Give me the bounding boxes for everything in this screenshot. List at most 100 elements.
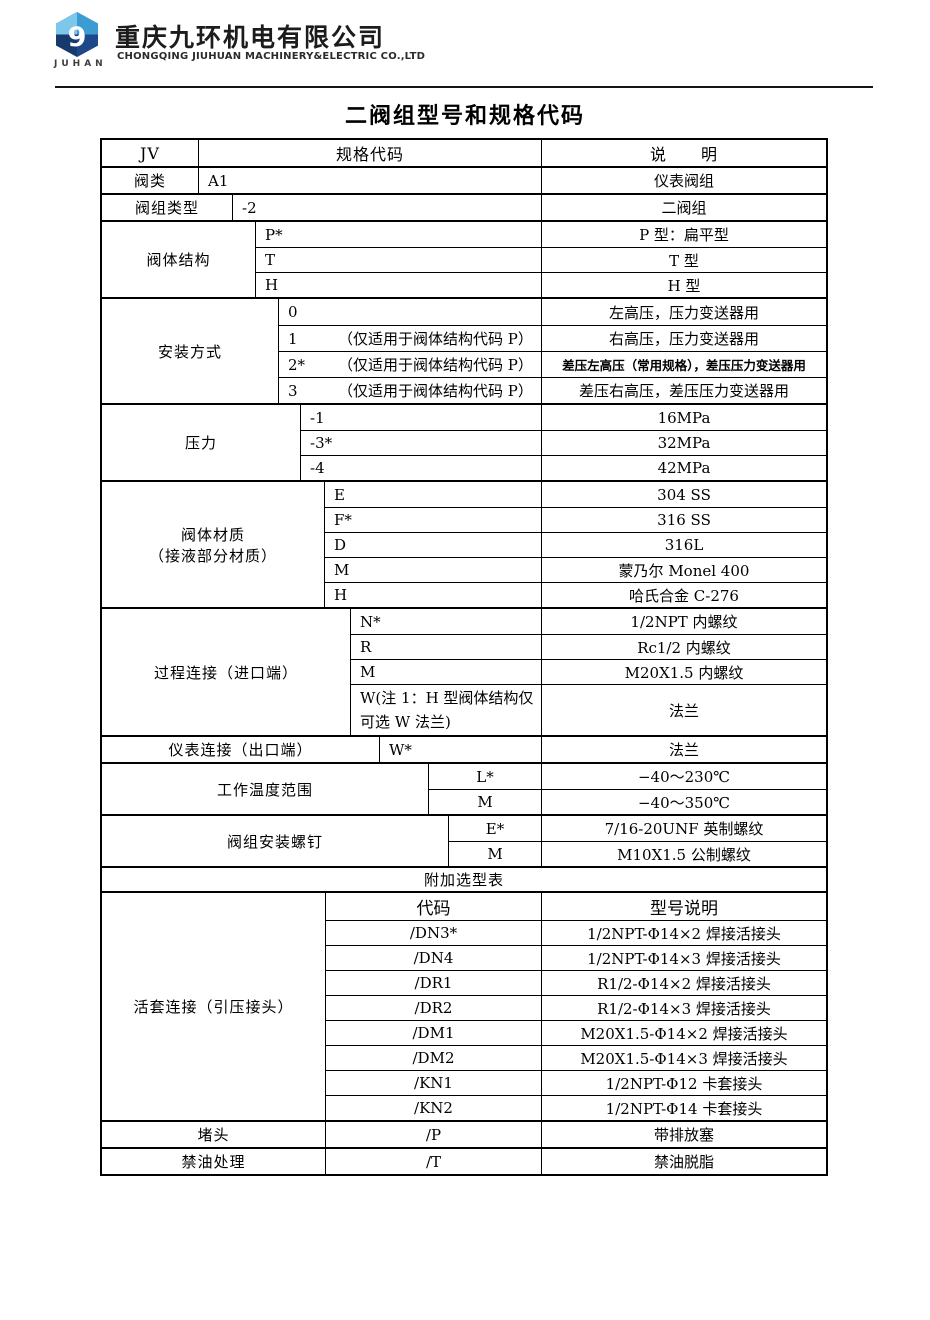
group-pressure: 压力 -1 16MPa -3* 32MPa -4 42MPa — [102, 403, 826, 480]
group-label: 禁油处理 — [102, 1149, 326, 1174]
code-cell: M — [360, 663, 376, 681]
group-label: 压力 — [102, 405, 301, 480]
table-row: P* P 型：扁平型 — [256, 222, 826, 247]
code-cell: 3 （仅适用于阀体结构代码 P） — [288, 381, 533, 401]
table-row: 1 （仅适用于阀体结构代码 P） 右高压，压力变送器用 — [279, 325, 826, 351]
table-row: W(注 1：H 型阀体结构仅可选 W 法兰) 法兰 — [351, 684, 826, 735]
code-cell: E — [334, 485, 345, 504]
desc-cell: 1/2NPT-Φ14×2 焊接活接头 — [541, 921, 826, 945]
code-cell: /DM2 — [412, 1049, 455, 1067]
desc-cell: 差压左高压（常用规格），差压压力变送器用 — [541, 352, 826, 377]
table-row: E* 7/16-20UNF 英制螺纹 — [449, 816, 826, 841]
table-row: /KN1 1/2NPT-Φ12 卡套接头 — [326, 1070, 826, 1095]
code-note: （仅适用于阀体结构代码 P） — [338, 382, 533, 400]
desc-cell: 316L — [541, 533, 826, 557]
desc-cell: 二阀组 — [541, 195, 826, 220]
table-row: -4 42MPa — [301, 455, 826, 480]
company-name-cn: 重庆九环机电有限公司 — [115, 23, 386, 52]
desc-cell: M20X1.5-Φ14×3 焊接活接头 — [541, 1046, 826, 1070]
group-label: 阀类 — [102, 168, 199, 193]
desc-cell: 蒙乃尔 Monel 400 — [541, 558, 826, 582]
group-plug: 堵头 /P 带排放塞 — [102, 1120, 826, 1147]
table-row: M M10X1.5 公制螺纹 — [449, 841, 826, 866]
group-label: 过程连接（进口端） — [102, 609, 351, 735]
desc-cell: T 型 — [541, 248, 826, 272]
code-cell: N* — [360, 612, 381, 631]
juhan-hexagon-icon: 9 — [56, 12, 98, 57]
desc-cell: 304 SS — [541, 482, 826, 507]
table-row: /DM2 M20X1.5-Φ14×3 焊接活接头 — [326, 1045, 826, 1070]
table-row: 代码 型号说明 — [326, 893, 826, 920]
desc-cell: 42MPa — [541, 456, 826, 480]
code-cell: R — [360, 638, 372, 656]
code-cell: /DR1 — [414, 974, 453, 992]
desc-cell: H 型 — [541, 273, 826, 297]
table-row: A1 仪表阀组 — [199, 168, 826, 193]
group-label: 阀体结构 — [102, 222, 256, 297]
spec-table: JV 规格代码 说 明 阀类 A1 仪表阀组 阀组类型 — [100, 138, 828, 1176]
desc-cell: 1/2NPT-Φ12 卡套接头 — [541, 1071, 826, 1095]
code-cell: E* — [485, 819, 505, 838]
table-row: T T 型 — [256, 247, 826, 272]
desc-cell: −40～230℃ — [541, 764, 826, 789]
code-cell: -2 — [242, 198, 257, 217]
table-row: R Rc1/2 内螺纹 — [351, 634, 826, 659]
table-row: -1 16MPa — [301, 405, 826, 430]
svg-text:9: 9 — [68, 22, 87, 53]
code-note: （仅适用于阀体结构代码 P） — [338, 356, 533, 374]
table-row: /DN3* 1/2NPT-Φ14×2 焊接活接头 — [326, 920, 826, 945]
company-logo: 9 JUHAN — [50, 11, 104, 69]
group-oil-free-treatment: 禁油处理 /T 禁油脱脂 — [102, 1147, 826, 1174]
desc-cell: 右高压，压力变送器用 — [541, 326, 826, 351]
group-label: 阀体材质 （接液部分材质） — [102, 482, 325, 607]
desc-cell: 禁油脱脂 — [541, 1149, 826, 1174]
code-cell: F* — [334, 511, 352, 529]
table-row: /T 禁油脱脂 — [326, 1149, 826, 1174]
table-row: H 哈氏合金 C-276 — [325, 582, 826, 607]
code-cell: H — [334, 586, 348, 604]
code-header-cell: 代码 — [416, 899, 451, 919]
group-manifold-type: 阀组类型 -2 二阀组 — [102, 193, 826, 220]
table-row: 2* （仅适用于阀体结构代码 P） 差压左高压（常用规格），差压压力变送器用 — [279, 351, 826, 377]
group-mounting-style: 安装方式 0 左高压，压力变送器用 1 （仅适用于阀体结构代码 P） 右高压，压力… — [102, 297, 826, 403]
desc-cell: 差压右高压，差压压力变送器用 — [541, 378, 826, 403]
desc-cell: 316 SS — [541, 508, 826, 532]
desc-cell: 1/2NPT-Φ14 卡套接头 — [541, 1096, 826, 1120]
code-cell: -4 — [310, 459, 325, 477]
logo-wordmark: JUHAN — [54, 59, 107, 69]
code-cell: 1 （仅适用于阀体结构代码 P） — [288, 329, 533, 349]
code-cell: P* — [265, 225, 283, 244]
code-cell: 0 — [288, 303, 298, 321]
table-header-row: JV 规格代码 说 明 — [102, 140, 826, 166]
table-row: N* 1/2NPT 内螺纹 — [351, 609, 826, 634]
desc-cell: 法兰 — [541, 685, 826, 735]
group-label: 安装方式 — [102, 299, 279, 403]
table-row: M 蒙乃尔 Monel 400 — [325, 557, 826, 582]
code-note: （仅适用于阀体结构代码 P） — [338, 330, 533, 348]
code-cell: -3* — [310, 434, 333, 452]
desc-cell: 16MPa — [541, 405, 826, 430]
header-jv-cell: JV — [102, 140, 199, 166]
table-row: /P 带排放塞 — [326, 1122, 826, 1147]
code-cell: D — [334, 536, 347, 554]
desc-cell: M20X1.5-Φ14×2 焊接活接头 — [541, 1021, 826, 1045]
table-row: /DR2 R1/2-Φ14×3 焊接活接头 — [326, 995, 826, 1020]
desc-cell: R1/2-Φ14×2 焊接活接头 — [541, 971, 826, 995]
group-process-connection: 过程连接（进口端） N* 1/2NPT 内螺纹 R Rc1/2 内螺纹 M M2… — [102, 607, 826, 735]
company-name-en: CHONGQING JIUHUAN MACHINERY&ELECTRIC CO.… — [117, 51, 426, 62]
code-cell: /KN2 — [414, 1099, 453, 1117]
code-cell: 2* （仅适用于阀体结构代码 P） — [288, 355, 533, 375]
code-cell: M — [334, 561, 350, 579]
group-label: 工作温度范围 — [102, 764, 429, 814]
code-cell: /P — [425, 1125, 442, 1144]
group-swivel-connection: 活套连接（引压接头） 代码 型号说明 /DN3* 1/2NPT-Φ14×2 焊接… — [102, 891, 826, 1120]
additional-options-band: 附加选型表 — [102, 866, 826, 891]
group-label: 阀组安装螺钉 — [102, 816, 449, 866]
table-row: /DR1 R1/2-Φ14×2 焊接活接头 — [326, 970, 826, 995]
desc-cell: P 型：扁平型 — [541, 222, 826, 247]
group-operating-temperature: 工作温度范围 L* −40～230℃ M −40～350℃ — [102, 762, 826, 814]
group-mounting-screw: 阀组安装螺钉 E* 7/16-20UNF 英制螺纹 M M10X1.5 公制螺纹 — [102, 814, 826, 866]
group-label-line1: 阀体材质 — [180, 525, 245, 544]
code-cell: W* — [389, 740, 412, 759]
code-cell: T — [265, 251, 276, 269]
